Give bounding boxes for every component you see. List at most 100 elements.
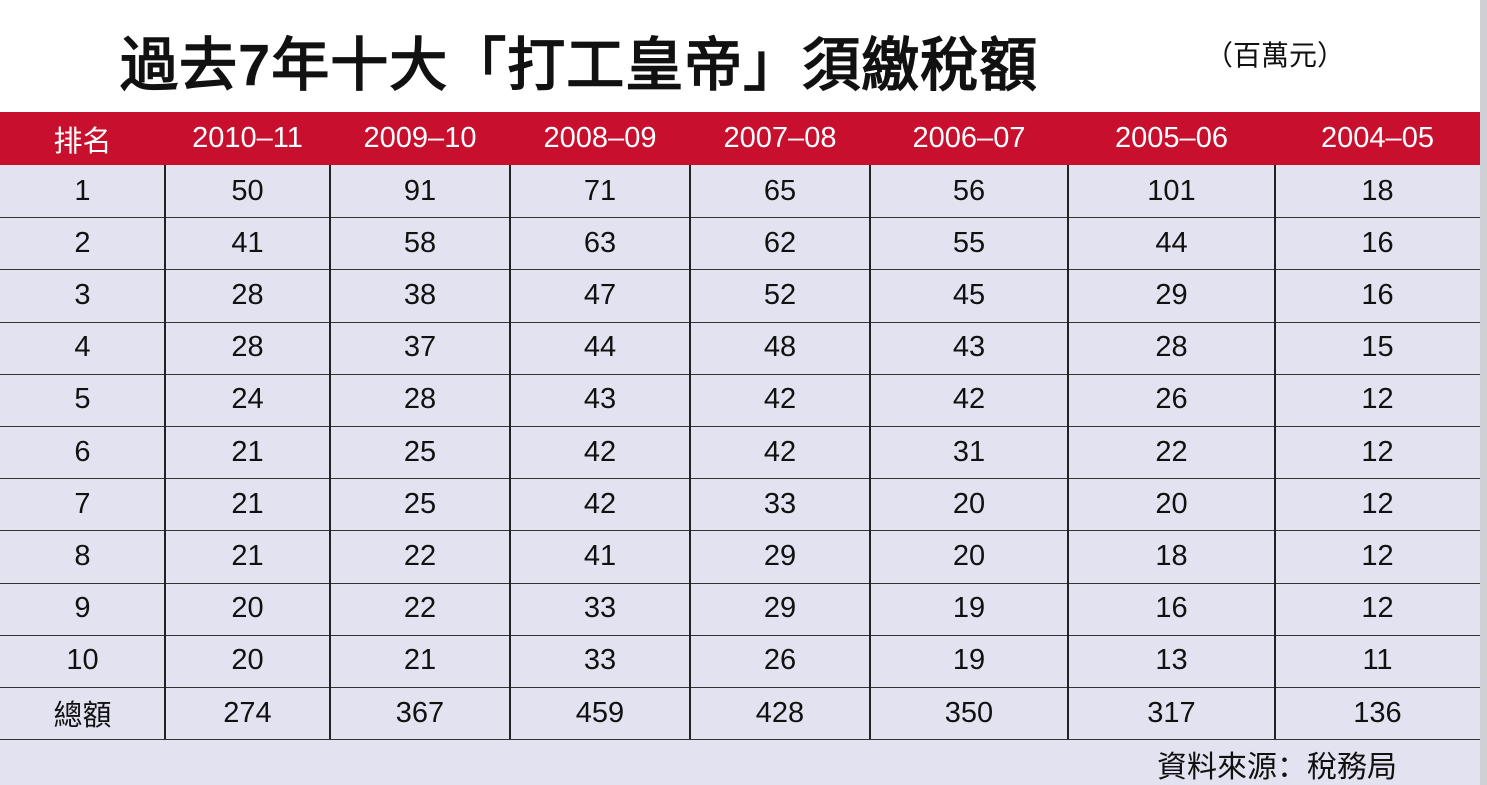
table-cell: 21 bbox=[231, 435, 264, 468]
row-divider bbox=[0, 373, 1480, 375]
row-divider bbox=[0, 321, 1480, 323]
table-cell: 42 bbox=[763, 383, 797, 416]
row-label: 3 bbox=[74, 278, 91, 311]
table-cell: 56 bbox=[952, 174, 986, 207]
table-cell: 28 bbox=[1155, 331, 1188, 364]
row-divider bbox=[0, 634, 1480, 636]
table-cell: 317 bbox=[1147, 696, 1196, 729]
table-cell: 41 bbox=[231, 226, 264, 259]
column-divider bbox=[164, 165, 166, 740]
table-header bbox=[0, 112, 1480, 165]
table-cell: 21 bbox=[231, 539, 264, 572]
table-cell: 20 bbox=[1155, 487, 1188, 520]
table-cell: 350 bbox=[944, 696, 994, 729]
table-cell: 20 bbox=[952, 487, 986, 520]
table-cell: 274 bbox=[223, 696, 272, 729]
table-cell: 50 bbox=[231, 174, 264, 207]
table-cell: 58 bbox=[403, 226, 437, 259]
table-cell: 18 bbox=[1361, 174, 1394, 207]
column-divider bbox=[329, 165, 331, 740]
table-cell: 43 bbox=[952, 331, 986, 364]
table-cell: 25 bbox=[403, 487, 437, 520]
column-divider bbox=[1067, 165, 1069, 740]
source: 資料來源：稅務局 bbox=[1157, 751, 1397, 784]
table-cell: 20 bbox=[952, 539, 986, 572]
row-label: 9 bbox=[74, 592, 91, 625]
table-cell: 16 bbox=[1155, 592, 1188, 625]
row-divider bbox=[0, 582, 1480, 584]
table-cell: 52 bbox=[763, 278, 797, 311]
table-cell: 42 bbox=[763, 435, 797, 468]
table-cell: 20 bbox=[231, 644, 264, 677]
table-cell: 33 bbox=[583, 592, 617, 625]
table-cell: 22 bbox=[1155, 435, 1188, 468]
table-cell: 12 bbox=[1361, 592, 1394, 625]
table-cell: 16 bbox=[1361, 226, 1394, 259]
table-cell: 367 bbox=[395, 696, 445, 729]
row-divider bbox=[0, 217, 1480, 219]
table-cell: 65 bbox=[763, 174, 797, 207]
column-header: 排名 bbox=[53, 125, 112, 158]
row-label: 1 bbox=[74, 174, 91, 207]
table-cell: 91 bbox=[403, 174, 437, 207]
row-label: 7 bbox=[74, 487, 91, 520]
row-label: 5 bbox=[74, 383, 91, 416]
table-cell: 31 bbox=[952, 435, 986, 468]
table-cell: 44 bbox=[1155, 226, 1188, 259]
table-cell: 37 bbox=[403, 331, 437, 364]
row-divider bbox=[0, 530, 1480, 532]
table-cell: 41 bbox=[583, 539, 617, 572]
table-cell: 62 bbox=[763, 226, 797, 259]
table-cell: 42 bbox=[583, 487, 617, 520]
table-cell: 428 bbox=[755, 696, 805, 729]
table-cell: 42 bbox=[952, 383, 986, 416]
table-cell: 38 bbox=[403, 278, 437, 311]
table-cell: 29 bbox=[763, 592, 797, 625]
table-cell: 29 bbox=[1155, 278, 1188, 311]
table-cell: 22 bbox=[403, 539, 437, 572]
table-cell: 47 bbox=[583, 278, 617, 311]
table-cell: 19 bbox=[952, 592, 986, 625]
table-cell: 459 bbox=[575, 696, 625, 729]
row-label: 2 bbox=[74, 226, 91, 259]
table-cell: 18 bbox=[1155, 539, 1188, 572]
table-cell: 16 bbox=[1361, 278, 1394, 311]
table-cell: 19 bbox=[952, 644, 986, 677]
table-cell: 28 bbox=[231, 278, 264, 311]
table-cell: 28 bbox=[403, 383, 437, 416]
table-cell: 28 bbox=[231, 331, 264, 364]
table-cell: 12 bbox=[1361, 539, 1394, 572]
edge-strip bbox=[1480, 0, 1487, 785]
row-divider bbox=[0, 739, 1480, 741]
row-label: 10 bbox=[66, 644, 99, 677]
table-cell: 101 bbox=[1147, 174, 1196, 207]
row-divider bbox=[0, 478, 1480, 480]
unit: （百萬元） bbox=[1205, 40, 1346, 71]
column-header: 2009–10 bbox=[363, 122, 477, 154]
table-cell: 55 bbox=[952, 226, 986, 259]
table-cell: 43 bbox=[583, 383, 617, 416]
row-divider bbox=[0, 687, 1480, 688]
table-cell: 45 bbox=[952, 278, 986, 311]
title: 過去7年十大「打工皇帝」須繳稅額 bbox=[120, 33, 1039, 98]
column-header: 2007–08 bbox=[723, 122, 837, 154]
row-label: 8 bbox=[74, 539, 91, 572]
table-cell: 25 bbox=[403, 435, 437, 468]
row-divider bbox=[0, 269, 1480, 271]
table-cell: 33 bbox=[583, 644, 617, 677]
table-cell: 71 bbox=[583, 174, 617, 207]
table-cell: 15 bbox=[1361, 331, 1394, 364]
table-cell: 33 bbox=[763, 487, 797, 520]
row-label: 4 bbox=[74, 331, 91, 364]
table-cell: 12 bbox=[1361, 487, 1394, 520]
table-cell: 48 bbox=[763, 331, 797, 364]
column-divider bbox=[869, 165, 871, 740]
table-cell: 24 bbox=[231, 383, 264, 416]
column-divider bbox=[689, 165, 691, 740]
row-divider bbox=[0, 426, 1480, 427]
table-cell: 13 bbox=[1155, 644, 1188, 677]
table-cell: 42 bbox=[583, 435, 617, 468]
table-cell: 21 bbox=[403, 644, 437, 677]
table-cell: 44 bbox=[583, 331, 617, 364]
